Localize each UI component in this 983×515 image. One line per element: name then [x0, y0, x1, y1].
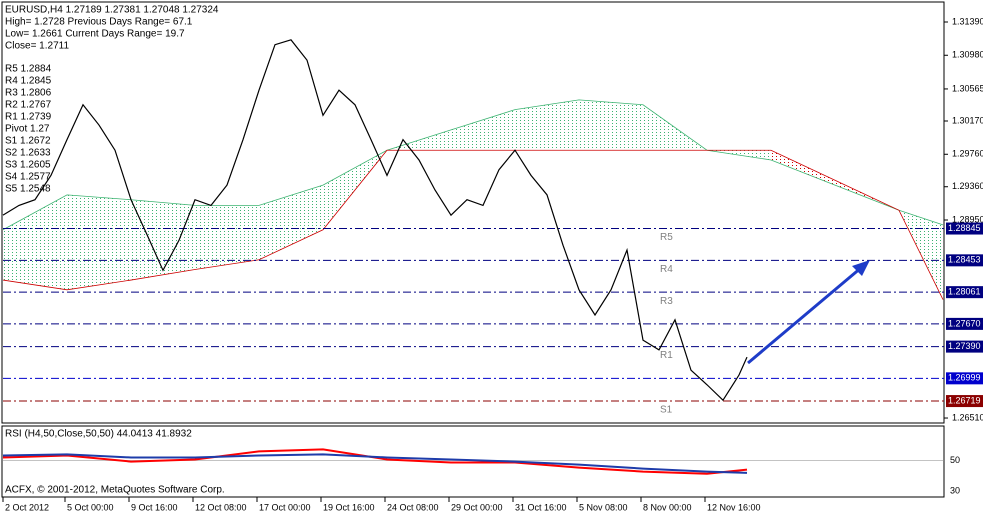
cloud-segment [515, 99, 579, 151]
pivot-line: R3 1.2806 [5, 88, 52, 99]
level-label: 1.27390 [948, 341, 981, 351]
cloud-edge [2, 149, 944, 300]
footer: ACFX, © 2001-2012, MetaQuotes Software C… [5, 485, 225, 496]
plot-layer [2, 39, 944, 475]
cloud-segment [3, 194, 67, 290]
level-tag: R5 [660, 232, 673, 243]
x-tick-label: 17 Oct 00:00 [259, 502, 311, 512]
x-tick-label: 5 Oct 00:00 [67, 502, 114, 512]
x-tick-label: 12 Oct 08:00 [195, 502, 247, 512]
cloud-segment [259, 185, 323, 260]
cloud-edge [2, 99, 944, 231]
pivot-line: R2 1.2767 [5, 100, 52, 111]
pivot-line: S1 1.2672 [5, 136, 51, 147]
y-tick-label: 1.28950 [952, 214, 983, 224]
pivot-line: S2 1.2633 [5, 148, 51, 159]
chart-title: EURUSD,H4 1.27189 1.27381 1.27048 1.2732… [5, 5, 219, 16]
cloud-segment [67, 194, 131, 290]
y-tick-label: 1.30565 [952, 83, 983, 93]
level-box [946, 372, 983, 385]
pivot-line: S3 1.2605 [5, 160, 51, 171]
level-box [946, 286, 983, 299]
arrow [747, 265, 863, 365]
level-box [946, 317, 983, 330]
rsi-tick-label: 50 [950, 455, 960, 465]
x-tick-label: 12 Nov 16:00 [707, 502, 761, 512]
x-tick-label: 5 Nov 08:00 [579, 502, 628, 512]
pivot-line: S4 1.2577 [5, 172, 51, 183]
x-tick-label: 8 Nov 00:00 [643, 502, 692, 512]
pivot-line: R4 1.2845 [5, 76, 52, 87]
arrow-head [852, 260, 870, 276]
y-tick-label: 1.29760 [952, 149, 983, 159]
level-label: 1.27670 [948, 318, 981, 328]
level-label: 1.26719 [948, 395, 981, 405]
level-label: 1.28845 [948, 223, 981, 233]
x-tick-label: 9 Oct 16:00 [131, 502, 178, 512]
y-tick-label: 1.29360 [952, 181, 983, 191]
series-line [2, 453, 748, 474]
level-label: 1.28061 [948, 287, 981, 297]
info-line: High= 1.2728 Previous Days Range= 67.1 [5, 17, 193, 28]
x-tick-label: 24 Oct 08:00 [387, 502, 439, 512]
cloud-segment [451, 109, 515, 151]
pivot-line: Pivot 1.27 [5, 124, 50, 135]
y-tick-label: 1.31390 [952, 16, 983, 26]
pivot-line: R5 1.2884 [5, 64, 52, 75]
level-tag: R3 [660, 296, 673, 307]
level-tag: R4 [660, 264, 673, 275]
cloud-segment [195, 205, 259, 270]
cloud-segment [131, 199, 195, 281]
cloud-segment [771, 150, 835, 186]
series-line [2, 39, 748, 402]
x-tick-label: 19 Oct 16:00 [323, 502, 375, 512]
x-tick-label: 31 Oct 16:00 [515, 502, 567, 512]
x-tick-label: 29 Oct 00:00 [451, 502, 503, 512]
y-tick-label: 1.30980 [952, 50, 983, 60]
cloud-segment [579, 99, 643, 151]
info-line: Low= 1.2661 Current Days Range= 19.7 [5, 29, 185, 40]
pivot-line: R1 1.2739 [5, 112, 52, 123]
rsi-tick-label: 30 [950, 485, 960, 495]
level-tag: S1 [660, 405, 673, 416]
info-line: Close= 1.2711 [5, 41, 69, 52]
series-line [2, 448, 748, 475]
level-box [946, 254, 983, 267]
level-box [946, 222, 983, 235]
level-label: 1.26999 [948, 373, 981, 383]
y-tick-label: 1.26510 [952, 412, 983, 422]
level-label: 1.28453 [948, 255, 981, 265]
pivot-line: S5 1.2548 [5, 184, 51, 195]
level-tag: R1 [660, 350, 673, 361]
level-box [946, 395, 983, 408]
x-tick-label: 2 Oct 2012 [5, 502, 49, 512]
y-tick-label: 1.30170 [952, 115, 983, 125]
level-box [946, 340, 983, 353]
rsi-title: RSI (H4,50,Close,50,50) 44.0413 41.8932 [5, 429, 192, 440]
